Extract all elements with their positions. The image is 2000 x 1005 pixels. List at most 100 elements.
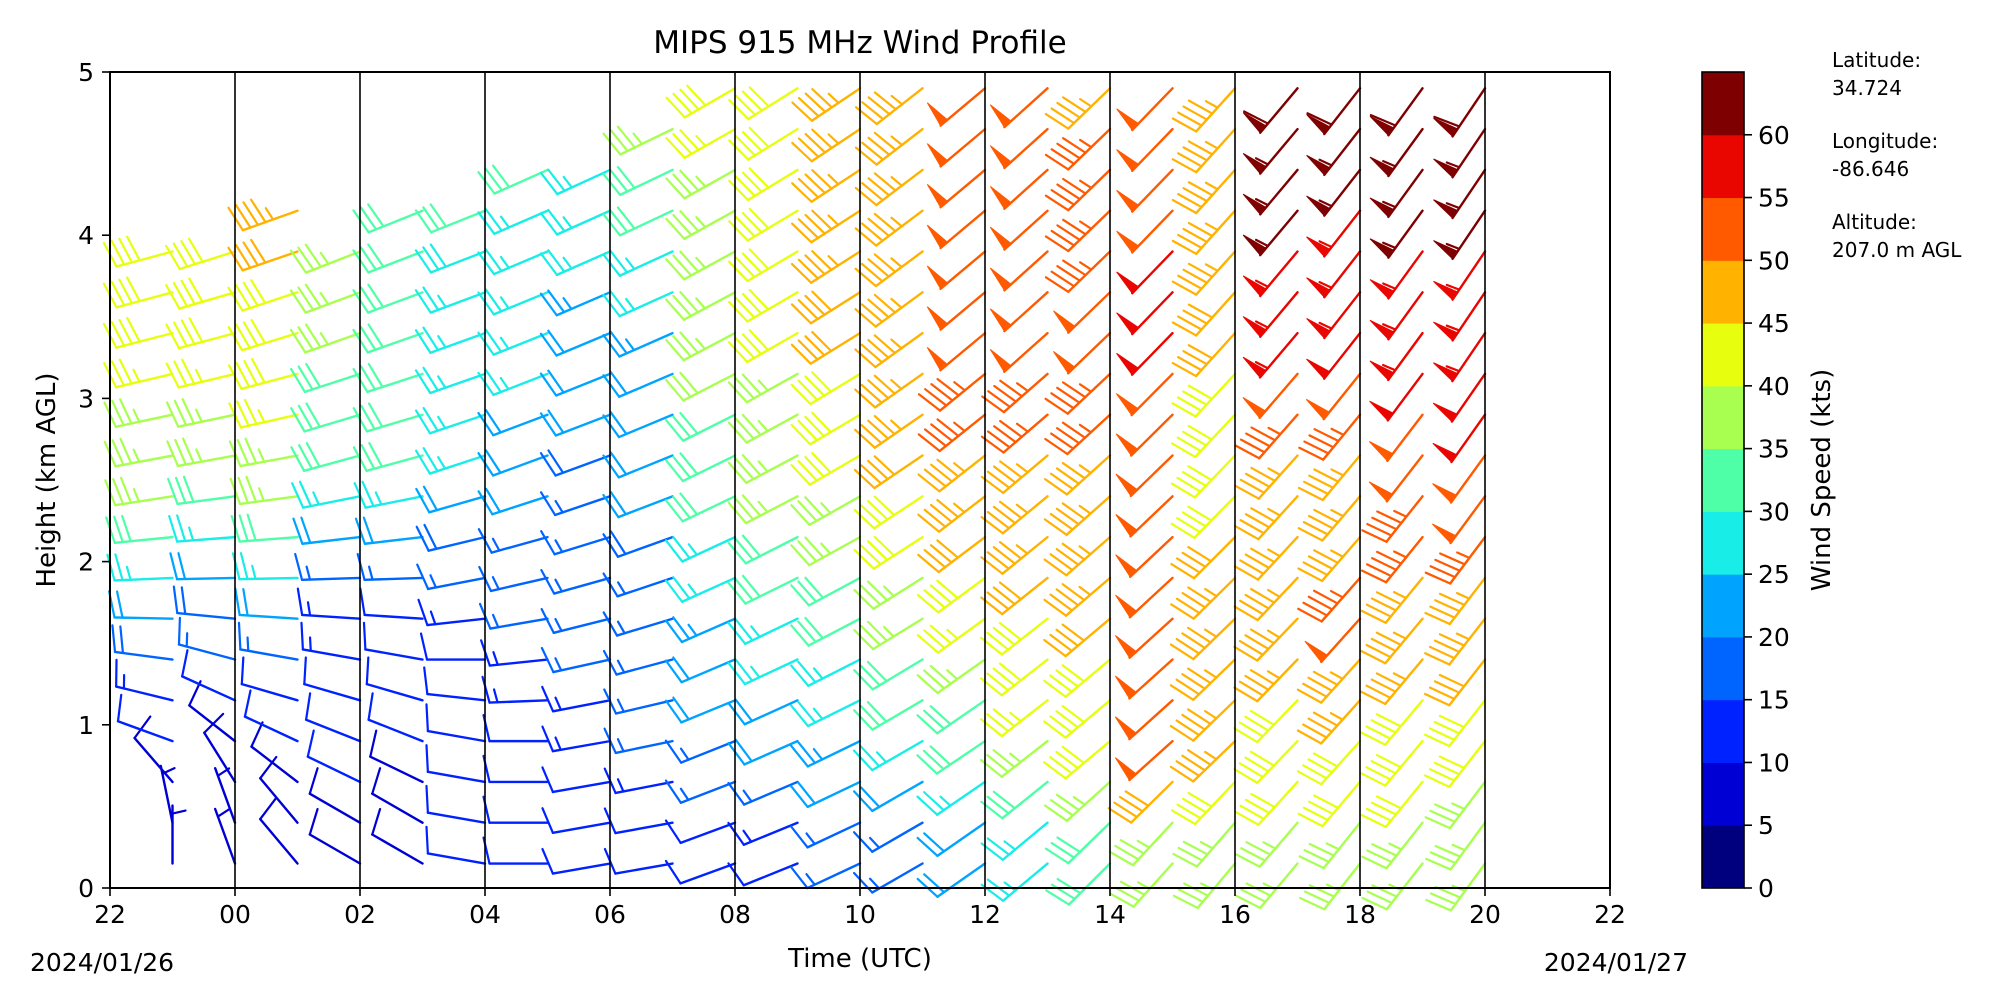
- barb-feather: [182, 587, 185, 613]
- wind-barb: [982, 823, 1048, 860]
- wind-barb: [239, 623, 298, 660]
- barb-feather: [806, 336, 825, 355]
- barb-feather: [306, 693, 310, 719]
- wind-barb: [426, 704, 485, 741]
- barb-feather: [1000, 623, 1021, 640]
- barb-half-feather: [1206, 183, 1218, 189]
- wind-barb: [1044, 578, 1110, 616]
- barb-feather: [673, 215, 691, 235]
- site-info: Latitude: 34.724 Longitude: -86.646 Alti…: [1832, 48, 1962, 262]
- wind-barb: [416, 368, 485, 393]
- wind-barb: [792, 372, 860, 404]
- barb-half-feather: [555, 619, 561, 631]
- barb-feather: [239, 623, 240, 650]
- barb-feather: [868, 380, 888, 398]
- latitude-value: 34.724: [1832, 76, 1902, 100]
- barb-feather: [931, 626, 951, 644]
- wind-barb: [416, 245, 485, 273]
- barb-feather: [367, 657, 369, 684]
- wind-barb: [416, 204, 485, 232]
- wind-barb: [167, 399, 235, 427]
- barb-flag: [1115, 635, 1136, 657]
- barb-feather: [750, 290, 768, 309]
- barb-half-feather: [1206, 142, 1218, 148]
- wind-barb: [354, 364, 423, 392]
- wind-barb: [982, 415, 1047, 453]
- barb-feather: [981, 719, 1002, 736]
- wind-barb: [791, 782, 860, 807]
- barb-feather: [862, 102, 883, 119]
- barb-feather: [925, 510, 946, 527]
- barb-feather: [1050, 635, 1071, 651]
- barb-half-feather: [744, 791, 752, 802]
- barb-feather: [666, 581, 682, 602]
- barb-feather: [805, 578, 823, 598]
- barb-feather: [868, 501, 887, 519]
- wind-barb: [791, 823, 860, 848]
- barb-feather: [184, 477, 193, 502]
- wind-barb: [104, 237, 173, 267]
- wind-barb: [854, 741, 922, 770]
- barb-feather: [666, 340, 683, 360]
- barb-half-feather: [555, 580, 561, 592]
- barb-feather: [736, 379, 754, 399]
- wind-barb: [478, 166, 547, 194]
- barb-half-feather: [829, 94, 839, 103]
- barb-feather: [925, 590, 945, 607]
- barb-half-feather: [1206, 101, 1218, 107]
- barb-feather: [117, 592, 122, 618]
- wind-barb: [479, 567, 547, 591]
- wind-barb: [666, 537, 735, 561]
- barb-feather: [736, 499, 753, 519]
- barb-flag: [1243, 194, 1266, 214]
- barb-feather: [918, 515, 939, 532]
- wind-barb: [792, 453, 860, 485]
- barb-flag: [1434, 281, 1458, 299]
- barb-half-feather: [501, 338, 509, 349]
- barb-feather: [987, 755, 1008, 772]
- barb-feather: [542, 727, 552, 752]
- altitude-label: Altitude:: [1832, 210, 1917, 234]
- barb-feather: [728, 783, 744, 805]
- barb-half-feather: [376, 492, 381, 504]
- barb-half-feather: [759, 502, 768, 512]
- wind-barb: [1173, 129, 1235, 172]
- barb-flag: [927, 184, 947, 207]
- barb-half-feather: [618, 622, 625, 634]
- barb-half-feather: [1074, 797, 1085, 805]
- wind-barb: [479, 529, 548, 552]
- wind-barb: [729, 374, 798, 402]
- wind-barb: [355, 482, 423, 508]
- wind-barb: [981, 578, 1047, 614]
- barb-shaft: [427, 694, 485, 700]
- barb-half-feather: [618, 661, 624, 673]
- wind-barb: [854, 660, 922, 690]
- barb-feather: [937, 460, 958, 477]
- barb-flag: [1117, 313, 1139, 334]
- barb-half-feather: [1138, 841, 1150, 848]
- wind-barb: [855, 374, 922, 407]
- wind-barb: [353, 245, 422, 273]
- barb-feather: [937, 500, 958, 517]
- wind-barb: [1172, 456, 1235, 498]
- barb-feather: [799, 381, 818, 400]
- wind-barb: [1046, 211, 1110, 251]
- barb-half-feather: [870, 838, 879, 848]
- wind-barb: [1243, 129, 1297, 173]
- barb-feather: [812, 372, 831, 391]
- wind-barb: [1117, 333, 1173, 375]
- barb-feather: [729, 221, 748, 240]
- barb-feather: [1044, 762, 1065, 778]
- barb-half-feather: [189, 528, 193, 541]
- wind-barb: [484, 715, 548, 741]
- barb-feather: [1063, 665, 1084, 681]
- wind-barb: [417, 565, 485, 589]
- wind-barb: [417, 525, 485, 551]
- barb-flag: [927, 307, 947, 330]
- wind-barb: [854, 700, 922, 729]
- wind-barb: [1117, 170, 1173, 212]
- wind-barb: [1117, 292, 1173, 334]
- wind-barb: [666, 741, 735, 763]
- barb-feather: [925, 550, 945, 567]
- wind-barb: [306, 693, 360, 741]
